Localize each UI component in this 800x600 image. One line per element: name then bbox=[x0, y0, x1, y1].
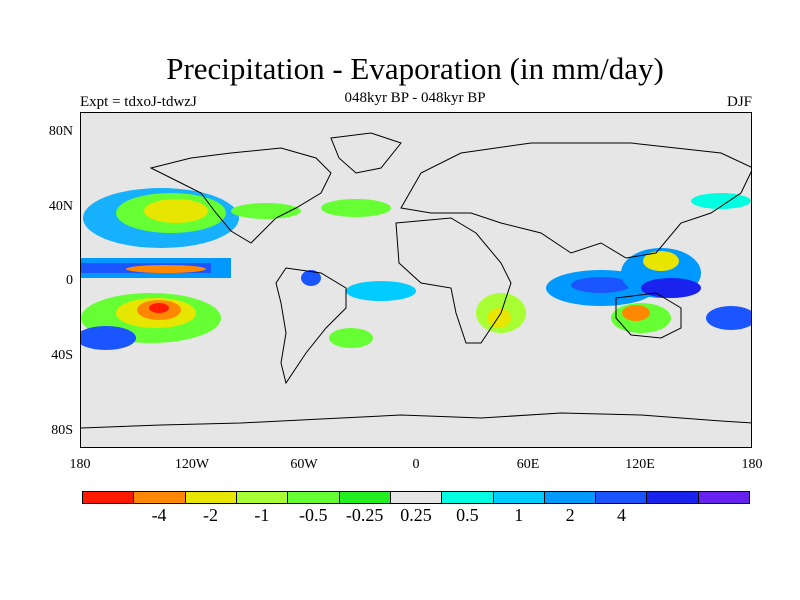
anomaly-w-pacific-dry bbox=[643, 251, 679, 271]
colorbar-swatch bbox=[493, 492, 545, 503]
colorbar-swatch bbox=[83, 492, 135, 503]
chart-title: Precipitation - Evaporation (in mm/day) bbox=[166, 51, 664, 86]
lat-label: 40N bbox=[48, 199, 73, 214]
anomaly-s-pacific-wet bbox=[81, 326, 136, 350]
colorbar-swatch bbox=[442, 492, 494, 503]
colorbar-swatch bbox=[236, 492, 289, 503]
anomaly-eq-pacific-dry bbox=[126, 265, 206, 273]
lon-label: 180 bbox=[741, 457, 763, 472]
coast-north-america bbox=[149, 147, 332, 244]
lat-label: 80N bbox=[48, 124, 73, 139]
map-svg bbox=[81, 132, 751, 429]
anomaly-layer bbox=[81, 188, 751, 350]
colorbar-swatch bbox=[390, 492, 443, 503]
anomaly-n-pacific-w bbox=[691, 193, 751, 209]
colorbar-swatch bbox=[647, 492, 699, 503]
lon-label: 60W bbox=[290, 457, 318, 472]
experiment-label: Expt = tdxoJ-tdwzJ bbox=[80, 94, 197, 110]
anomaly-australia-core bbox=[622, 305, 650, 321]
season-label: DJF bbox=[726, 94, 752, 110]
colorbar-swatch bbox=[288, 492, 340, 503]
anomaly-n-atlantic-2 bbox=[321, 199, 391, 217]
lon-label: 0 bbox=[412, 457, 420, 472]
lat-label: 0 bbox=[66, 273, 73, 288]
colorbar-swatch bbox=[185, 492, 237, 503]
anomaly-n-atlantic bbox=[231, 203, 301, 219]
colorbar-label: -1 bbox=[254, 505, 270, 525]
anomaly-tropical-atlantic bbox=[346, 281, 416, 301]
colorbar-label: -0.5 bbox=[298, 505, 328, 525]
map-panel bbox=[80, 112, 752, 448]
colorbar-label: 0.25 bbox=[400, 505, 432, 525]
anomaly-s-africa-core bbox=[487, 308, 511, 328]
coast-greenland bbox=[330, 132, 402, 174]
lon-label: 180 bbox=[69, 457, 91, 472]
colorbar-swatch bbox=[544, 492, 597, 503]
lon-label: 120E bbox=[625, 457, 655, 472]
colorbar-label: -2 bbox=[202, 505, 218, 525]
colorbar-label: -4 bbox=[151, 505, 167, 525]
lon-label: 120W bbox=[174, 457, 210, 472]
lat-label: 80S bbox=[51, 423, 73, 438]
colorbar-swatch bbox=[134, 492, 186, 503]
coast-antarctica bbox=[81, 412, 751, 429]
colorbar-swatch bbox=[698, 492, 750, 503]
anomaly-sw-pacific bbox=[706, 306, 751, 330]
colorbar bbox=[82, 491, 750, 504]
anomaly-s-pacific-peak bbox=[149, 303, 169, 313]
anomaly-s-atlantic bbox=[329, 328, 373, 348]
colorbar-label: 0.5 bbox=[456, 505, 479, 525]
colorbar-label: -0.25 bbox=[345, 505, 384, 525]
colorbar-swatch bbox=[596, 492, 648, 503]
anomaly-s-america-wet bbox=[301, 270, 321, 286]
chart-subtitle: 048kyr BP - 048kyr BP bbox=[344, 90, 486, 106]
colorbar-label: 4 bbox=[617, 505, 627, 525]
colorbar-swatch bbox=[339, 492, 391, 503]
colorbar-label: 2 bbox=[565, 505, 575, 525]
lat-label: 40S bbox=[51, 348, 73, 363]
anomaly-indian-ocean-core bbox=[571, 277, 631, 293]
lon-label: 60E bbox=[516, 457, 540, 472]
coastlines bbox=[81, 132, 751, 429]
coast-australia bbox=[615, 292, 682, 339]
coast-eurasia bbox=[400, 142, 751, 259]
anomaly-n-pacific-inner bbox=[144, 199, 208, 223]
coast-africa bbox=[395, 217, 512, 344]
colorbar-label: 1 bbox=[514, 505, 524, 525]
anomaly-maritime-core bbox=[641, 278, 701, 298]
coast-south-america bbox=[275, 267, 347, 385]
